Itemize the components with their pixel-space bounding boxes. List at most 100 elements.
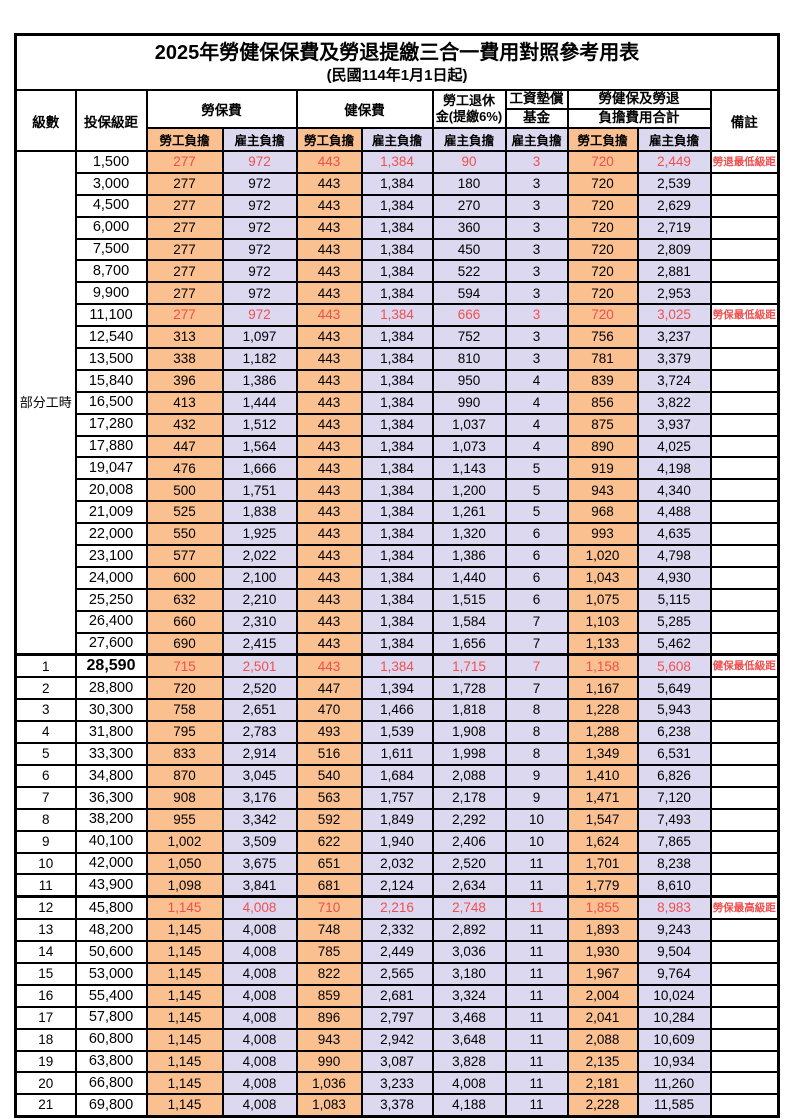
fee-cell: 3 — [504, 150, 569, 174]
header-bracket: 投保級距 — [74, 89, 148, 152]
fee-cell: 11,585 — [636, 1093, 712, 1118]
table-row: 24,000 600 2,100 443 1,384 1,440 6 1,043 4,930 — [16, 565, 780, 590]
remark-cell: 健保最低級距 — [709, 653, 780, 679]
fee-cell: 1,167 — [566, 676, 639, 701]
fee-cell: 4,008 — [221, 983, 298, 1008]
fee-cell: 443 — [295, 434, 363, 459]
remark-cell — [709, 742, 780, 766]
bracket-cell: 40,100 — [74, 829, 148, 854]
fee-cell: 795 — [145, 720, 224, 745]
fee-cell: 1,384 — [360, 587, 434, 612]
remark-cell — [709, 434, 780, 459]
remark-cell — [709, 609, 780, 634]
fee-cell: 2,449 — [360, 940, 434, 964]
fee-cell: 4,488 — [636, 500, 712, 525]
fee-cell: 2,210 — [221, 587, 298, 612]
table-row: 15,840 396 1,386 443 1,384 950 4 839 3,724 — [16, 368, 780, 393]
fee-cell: 443 — [295, 456, 363, 481]
fee-cell: 1,471 — [566, 785, 639, 810]
fee-cell: 3 — [504, 303, 569, 328]
remark-cell — [709, 281, 780, 306]
fee-cell: 443 — [295, 237, 363, 262]
fee-cell: 7 — [504, 676, 569, 701]
fee-cell: 4 — [504, 412, 569, 437]
remark-cell — [709, 456, 780, 481]
table-row: 21,009 525 1,838 443 1,384 1,261 5 968 4,488 — [16, 500, 780, 525]
remark-cell — [709, 676, 780, 701]
fee-cell: 1,384 — [360, 281, 434, 306]
bracket-cell: 60,800 — [74, 1027, 148, 1052]
fee-cell: 1,410 — [566, 763, 639, 788]
remark-cell — [709, 873, 780, 898]
table-row: 23,100 577 2,022 443 1,384 1,386 6 1,020 4,798 — [16, 544, 780, 568]
fee-cell: 2,520 — [221, 676, 298, 701]
remark-cell — [709, 412, 780, 437]
fee-cell: 660 — [145, 609, 224, 634]
fee-cell: 2,406 — [431, 829, 507, 854]
fee-cell: 972 — [221, 237, 298, 262]
subheader-wage-fund-employer: 雇主負擔 — [504, 127, 569, 152]
fee-cell: 1,098 — [145, 873, 224, 898]
bracket-cell: 57,800 — [74, 1005, 148, 1030]
fee-cell: 4,008 — [221, 1027, 298, 1052]
fee-cell: 1,908 — [431, 720, 507, 745]
fee-cell: 3,045 — [221, 763, 298, 788]
fee-cell: 4,198 — [636, 456, 712, 481]
fee-cell: 1,384 — [360, 434, 434, 459]
fee-cell: 943 — [566, 478, 639, 503]
level-cell: 7 — [14, 785, 77, 810]
header-sub-row: 勞工負擔 雇主負擔 勞工負擔 雇主負擔 雇主負擔 雇主負擔 勞工負擔 雇主負擔 — [16, 127, 779, 152]
fee-cell: 908 — [145, 785, 224, 810]
fee-cell: 1,145 — [145, 940, 224, 964]
fee-cell: 896 — [295, 1005, 363, 1030]
fee-cell: 1,444 — [221, 390, 298, 415]
fee-cell: 277 — [145, 237, 224, 262]
table-row: 16,500 413 1,444 443 1,384 990 4 856 3,822 — [16, 390, 780, 415]
bracket-cell: 50,600 — [74, 940, 148, 964]
fee-cell: 2,539 — [636, 171, 712, 196]
header-level: 級數 — [14, 89, 77, 152]
fee-cell: 1,145 — [145, 1071, 224, 1096]
premium-table-sheet: 2025年勞健保保費及勞退提繳三合一費用對照參考用表 (民國114年1月1日起)… — [14, 33, 781, 1119]
fee-cell: 919 — [566, 456, 639, 481]
fee-cell: 1,043 — [566, 565, 639, 590]
table-row: 13 48,200 1,145 4,008 748 2,332 2,892 11 1,893 9,… — [14, 918, 780, 943]
fee-cell: 632 — [145, 587, 224, 612]
fee-cell: 1,143 — [431, 456, 507, 481]
fee-cell: 1,050 — [145, 851, 224, 876]
fee-cell: 277 — [145, 303, 224, 328]
fee-cell: 4,008 — [221, 940, 298, 964]
remark-cell — [709, 829, 780, 854]
fee-cell: 2,004 — [566, 983, 639, 1008]
fee-cell: 5,943 — [636, 698, 712, 723]
bracket-cell: 23,100 — [74, 544, 148, 568]
table-row: 12,540 313 1,097 443 1,384 752 3 756 3,237 — [16, 325, 780, 350]
fee-cell: 1,539 — [360, 720, 434, 745]
header-total-line2: 負擔費用合計 — [566, 108, 712, 129]
fee-cell: 11 — [504, 961, 569, 986]
fee-cell: 11 — [504, 851, 569, 876]
fee-cell: 6,531 — [636, 742, 712, 766]
fee-cell: 3 — [504, 171, 569, 196]
fee-cell: 890 — [566, 434, 639, 459]
fee-cell: 859 — [295, 983, 363, 1008]
fee-cell: 622 — [295, 829, 363, 854]
level-cell: 15 — [14, 961, 77, 986]
fee-cell: 443 — [295, 653, 363, 679]
fee-cell: 443 — [295, 259, 363, 284]
level-cell: 12 — [14, 895, 77, 921]
fee-cell: 1,624 — [566, 829, 639, 854]
remark-cell — [709, 587, 780, 612]
remark-cell — [709, 368, 780, 393]
header-pension-line2: 金(提繳6%) — [435, 109, 503, 124]
fee-cell: 7,120 — [636, 785, 712, 810]
table-row: 15 53,000 1,145 4,008 822 2,565 3,180 11 1,967 9,… — [14, 961, 780, 986]
fee-cell: 11 — [504, 1005, 569, 1030]
fee-cell: 11 — [504, 940, 569, 964]
fee-cell: 443 — [295, 631, 363, 657]
header-wage-fund-line2: 基金 — [504, 108, 569, 129]
fee-cell: 690 — [145, 631, 224, 657]
remark-cell — [709, 940, 780, 964]
fee-cell: 2,748 — [431, 895, 507, 921]
fee-cell: 839 — [566, 368, 639, 393]
